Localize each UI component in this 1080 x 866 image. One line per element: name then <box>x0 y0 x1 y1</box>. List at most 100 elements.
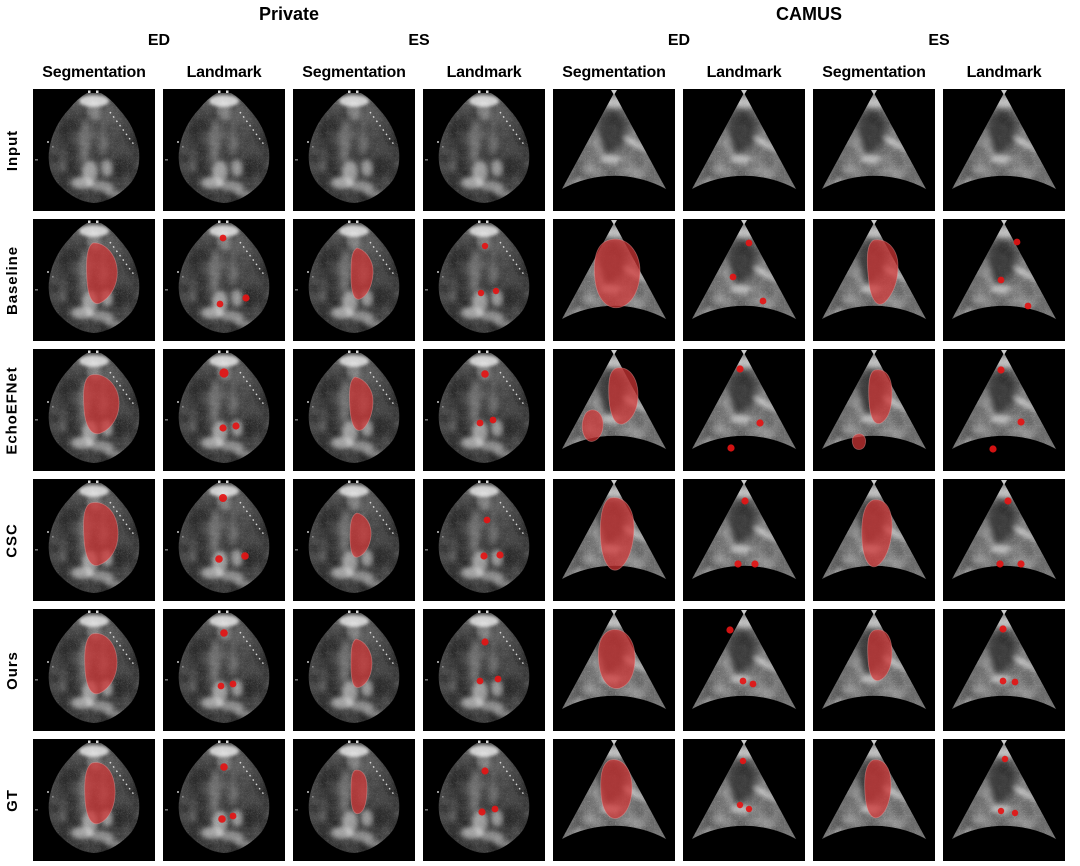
landmark-dot <box>494 675 502 683</box>
ultrasound-image <box>553 739 675 861</box>
landmark-dot <box>481 767 489 775</box>
segmentation-overlay <box>83 374 120 435</box>
apex-marker <box>741 480 747 485</box>
cell-gt-col3 <box>293 739 415 861</box>
landmark-dot <box>997 366 1005 374</box>
landmark-dot <box>1001 755 1009 763</box>
cell-baseline-col4 <box>423 219 545 341</box>
cell-echoefnet-col1 <box>33 349 155 471</box>
dataset-header-camus: CAMUS <box>776 4 842 24</box>
landmark-dot <box>219 424 227 432</box>
apex-marker <box>741 610 747 615</box>
apex-marker <box>871 480 877 485</box>
apex-marker <box>611 90 617 95</box>
apex-marker <box>1001 740 1007 745</box>
cell-csc-col4 <box>423 479 545 601</box>
ultrasound-image <box>943 89 1065 211</box>
apex-marker <box>741 350 747 355</box>
row-label-text: CSC <box>4 522 21 558</box>
row-label-text: EchoEFNet <box>4 365 21 455</box>
landmark-dot <box>736 801 744 809</box>
landmark-dot <box>478 808 486 816</box>
column-header-segmentation-3: Segmentation <box>302 64 406 81</box>
landmark-dot <box>999 625 1007 633</box>
column-header-segmentation-1: Segmentation <box>42 64 146 81</box>
apex-marker <box>1001 480 1007 485</box>
apex-marker <box>871 610 877 615</box>
ultrasound-image <box>813 739 935 861</box>
ultrasound-image <box>813 219 935 341</box>
segmentation-overlay <box>83 502 119 566</box>
ultrasound-image <box>943 479 1065 601</box>
row-label-input: Input <box>0 89 25 211</box>
ultrasound-image <box>33 89 155 211</box>
landmark-dot <box>483 516 491 524</box>
cell-ours-col4 <box>423 609 545 731</box>
row-label-baseline: Baseline <box>0 219 25 341</box>
segmentation-overlay <box>867 629 893 682</box>
landmark-dot <box>734 560 742 568</box>
phase-header-camus-es: ES <box>928 32 950 49</box>
landmark-dot <box>739 677 747 685</box>
segmentation-overlay <box>349 376 374 431</box>
ultrasound-image <box>683 609 805 731</box>
cell-echoefnet-col8 <box>943 349 1065 471</box>
landmark-dot <box>491 805 499 813</box>
row-label-text: Ours <box>4 650 21 690</box>
cell-baseline-col1 <box>33 219 155 341</box>
apex-marker <box>871 740 877 745</box>
apex-marker <box>741 90 747 95</box>
cell-gt-col6 <box>683 739 805 861</box>
cell-gt-col8 <box>943 739 1065 861</box>
cell-csc-col6 <box>683 479 805 601</box>
ultrasound-image <box>423 609 545 731</box>
cell-ours-col7 <box>813 609 935 731</box>
landmark-dot <box>229 680 237 688</box>
landmark-dot <box>1004 497 1012 505</box>
ultrasound-image <box>293 89 415 211</box>
phase-header-camus-ed: ED <box>667 32 691 49</box>
apex-marker <box>871 350 877 355</box>
ultrasound-image <box>683 479 805 601</box>
column-header-segmentation-5: Segmentation <box>562 64 666 81</box>
apex-marker <box>871 90 877 95</box>
cell-ours-col2 <box>163 609 285 731</box>
landmark-dot <box>477 289 485 297</box>
landmark-dot <box>997 276 1005 284</box>
ultrasound-image <box>423 739 545 861</box>
ultrasound-image <box>553 609 675 731</box>
apex-marker <box>741 220 747 225</box>
landmark-dot <box>1011 678 1019 686</box>
ultrasound-image <box>163 349 285 471</box>
landmark-dot <box>476 677 484 685</box>
segmentation-overlay <box>350 769 368 815</box>
landmark-dot <box>481 638 489 646</box>
cell-ours-col5 <box>553 609 675 731</box>
ultrasound-image <box>423 219 545 341</box>
cell-gt-col1 <box>33 739 155 861</box>
column-header-landmark-4: Landmark <box>446 64 522 81</box>
landmark-dot <box>749 680 757 688</box>
cell-csc-col3 <box>293 479 415 601</box>
segmentation-overlay <box>350 247 374 300</box>
landmark-dot <box>232 422 240 430</box>
landmark-dot <box>216 300 224 308</box>
cell-echoefnet-col3 <box>293 349 415 471</box>
landmark-dot <box>999 677 1007 685</box>
cell-echoefnet-col2 <box>163 349 285 471</box>
landmark-dot <box>218 815 226 823</box>
landmark-dot <box>745 805 753 813</box>
ultrasound-image <box>553 89 675 211</box>
cell-csc-col5 <box>553 479 675 601</box>
ultrasound-image <box>33 479 155 601</box>
ultrasound-image <box>33 739 155 861</box>
segmentation-overlay <box>349 512 372 558</box>
apex-marker <box>1001 610 1007 615</box>
cell-baseline-col7 <box>813 219 935 341</box>
cell-csc-col2 <box>163 479 285 601</box>
column-header-landmark-8: Landmark <box>966 64 1042 81</box>
ultrasound-image <box>163 479 285 601</box>
landmark-dot <box>481 370 489 378</box>
cell-baseline-col5 <box>553 219 675 341</box>
landmark-dot <box>741 497 749 505</box>
